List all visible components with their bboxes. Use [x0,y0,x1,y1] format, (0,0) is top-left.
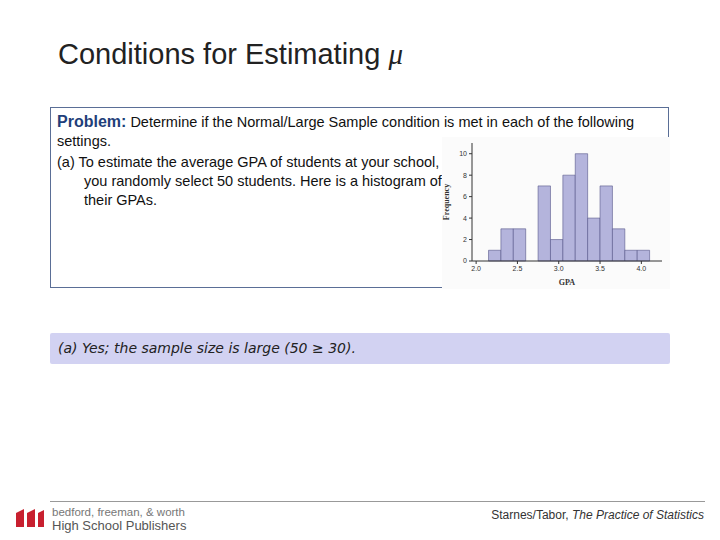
html-text:(a) Yes; the sample size is la: (a) Yes; the sample size is large (50 ≥ … [58,340,356,356]
svg-text:4: 4 [463,215,467,222]
svg-text:2.5: 2.5 [513,265,523,272]
svg-text:3.5: 3.5 [595,265,605,272]
html-text:bedford, freeman, & worth: bedford, freeman, & worth [52,506,185,518]
html-text:Starnes/Tabor, The Practice of: Starnes/Tabor, The Practice of Statistic… [491,508,704,522]
svg-text:10: 10 [459,150,467,157]
svg-text:2.0: 2.0 [471,265,481,272]
svg-text:4.0: 4.0 [636,265,646,272]
svg-text:2: 2 [463,236,467,243]
svg-text:3.0: 3.0 [554,265,564,272]
html-text:(a) To estimate the average GP: (a) To estimate the average GPA of stude… [57,154,442,208]
svg-text:0: 0 [463,257,467,264]
html-text:Conditions for Estimating μ: Conditions for Estimating μ [58,38,403,70]
html-text:Problem: Determine if the Norm: Problem: Determine if the Normal/Large S… [57,113,635,149]
svg-text:Frequency: Frequency [442,184,451,220]
svg-text:GPA: GPA [559,278,576,287]
html-text:High School Publishers: High School Publishers [52,518,187,533]
svg-text:6: 6 [463,193,467,200]
svg-text:8: 8 [463,172,467,179]
